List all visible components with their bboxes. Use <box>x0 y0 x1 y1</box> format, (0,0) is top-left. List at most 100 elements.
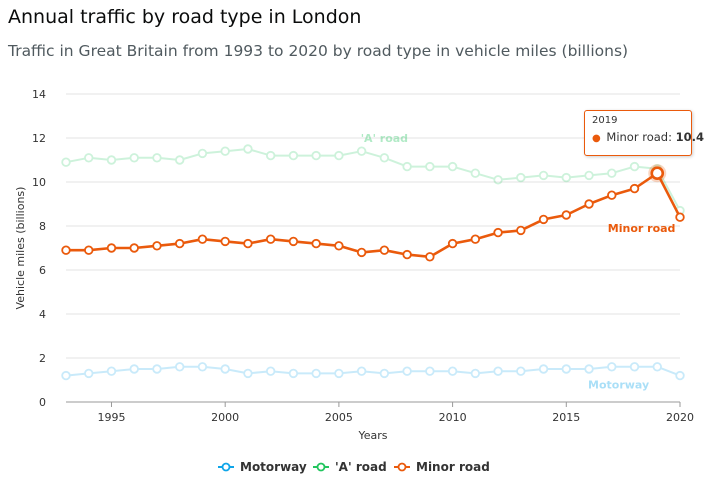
y-axis-title: Vehicle miles (billions) <box>14 187 27 310</box>
data-point[interactable] <box>561 172 571 183</box>
chart-area: 0 2 4 6 8 10 12 14 1995 2000 2005 2010 2015 2020 Yea… <box>14 88 694 442</box>
data-point[interactable] <box>84 368 94 379</box>
data-point[interactable] <box>607 168 617 178</box>
line-marker-icon <box>394 462 410 472</box>
data-point[interactable] <box>61 370 71 381</box>
data-point[interactable] <box>106 155 117 165</box>
data-point[interactable] <box>288 150 299 161</box>
data-point[interactable] <box>175 362 185 372</box>
data-point[interactable] <box>493 227 503 238</box>
data-point[interactable] <box>675 212 685 222</box>
data-point[interactable] <box>516 225 526 236</box>
chart-subtitle: Traffic in Great Britain from 1993 to 20… <box>8 42 629 60</box>
data-point[interactable] <box>447 238 458 249</box>
data-point[interactable] <box>243 368 253 379</box>
data-point[interactable] <box>629 183 640 194</box>
data-point[interactable] <box>584 170 594 181</box>
data-point[interactable] <box>675 370 685 381</box>
data-point[interactable] <box>220 364 230 374</box>
series-minor-road <box>61 168 685 262</box>
x-tick-label: 2015 <box>552 411 580 424</box>
data-point[interactable] <box>311 150 321 161</box>
data-point[interactable] <box>447 366 458 376</box>
data-point[interactable] <box>175 155 185 165</box>
data-point[interactable] <box>652 362 662 372</box>
data-point[interactable] <box>607 362 617 372</box>
data-point[interactable] <box>220 236 230 247</box>
data-point[interactable] <box>538 214 549 225</box>
data-point[interactable] <box>425 161 435 172</box>
data-point[interactable] <box>152 241 162 251</box>
data-point[interactable] <box>402 366 412 376</box>
data-point[interactable] <box>334 150 344 161</box>
data-point[interactable] <box>561 210 571 220</box>
data-point[interactable] <box>84 153 94 163</box>
data-point[interactable] <box>607 190 617 200</box>
data-point[interactable] <box>197 362 208 372</box>
data-point[interactable] <box>84 245 94 255</box>
data-point[interactable] <box>175 238 185 249</box>
data-point[interactable] <box>584 364 594 374</box>
data-point[interactable] <box>334 241 344 251</box>
data-point[interactable] <box>243 144 253 154</box>
data-point[interactable] <box>288 236 299 247</box>
data-point[interactable] <box>265 234 276 244</box>
data-point[interactable] <box>447 161 458 172</box>
data-point[interactable] <box>561 364 571 374</box>
data-point[interactable] <box>152 153 162 163</box>
data-point[interactable] <box>538 170 549 181</box>
data-point[interactable] <box>106 366 117 376</box>
data-point[interactable] <box>516 366 526 376</box>
data-point[interactable] <box>584 199 594 209</box>
data-point[interactable] <box>61 245 71 255</box>
legend: Motorway 'A' road Minor road <box>0 460 705 480</box>
data-point[interactable] <box>61 157 71 167</box>
data-point[interactable] <box>152 364 162 374</box>
data-point[interactable] <box>265 150 276 161</box>
data-point[interactable] <box>129 243 139 253</box>
data-point[interactable] <box>402 161 412 172</box>
data-point[interactable] <box>356 146 367 156</box>
y-tick-label: 2 <box>39 352 46 365</box>
data-point[interactable] <box>629 362 640 372</box>
y-axis: 0 2 4 6 8 10 12 14 <box>32 88 46 409</box>
data-point[interactable] <box>356 247 367 258</box>
legend-item-minor-road[interactable]: Minor road <box>394 460 490 474</box>
data-point[interactable] <box>493 366 503 376</box>
series-line <box>65 148 681 212</box>
data-point[interactable] <box>538 364 549 374</box>
data-point[interactable] <box>106 243 117 253</box>
series-annotation: Motorway <box>588 378 649 391</box>
data-point[interactable] <box>470 368 481 379</box>
highlight-point[interactable] <box>650 166 665 180</box>
legend-item-a-road[interactable]: 'A' road <box>313 460 387 474</box>
data-point[interactable] <box>129 153 139 163</box>
grid <box>66 93 680 403</box>
data-point[interactable] <box>288 368 299 379</box>
tooltip-value: 10.4 <box>675 130 704 144</box>
data-point[interactable] <box>493 175 503 185</box>
data-point[interactable] <box>425 366 435 376</box>
series-motorway <box>61 362 685 381</box>
x-tick-label: 2000 <box>211 411 239 424</box>
data-point[interactable] <box>197 234 208 244</box>
data-point[interactable] <box>243 238 253 249</box>
data-point[interactable] <box>265 366 276 376</box>
data-point[interactable] <box>311 238 321 249</box>
data-point[interactable] <box>379 153 390 163</box>
data-point[interactable] <box>425 252 435 262</box>
legend-item-motorway[interactable]: Motorway <box>218 460 307 474</box>
data-point[interactable] <box>379 245 390 255</box>
data-point[interactable] <box>470 234 481 244</box>
data-point[interactable] <box>470 168 481 178</box>
data-point[interactable] <box>334 368 344 379</box>
data-point[interactable] <box>129 364 139 374</box>
data-point[interactable] <box>402 249 412 260</box>
data-point[interactable] <box>356 366 367 376</box>
data-point[interactable] <box>516 172 526 183</box>
data-point[interactable] <box>629 161 640 172</box>
data-point[interactable] <box>379 368 390 379</box>
data-point[interactable] <box>197 148 208 159</box>
data-point[interactable] <box>311 368 321 379</box>
data-point[interactable] <box>220 146 230 156</box>
